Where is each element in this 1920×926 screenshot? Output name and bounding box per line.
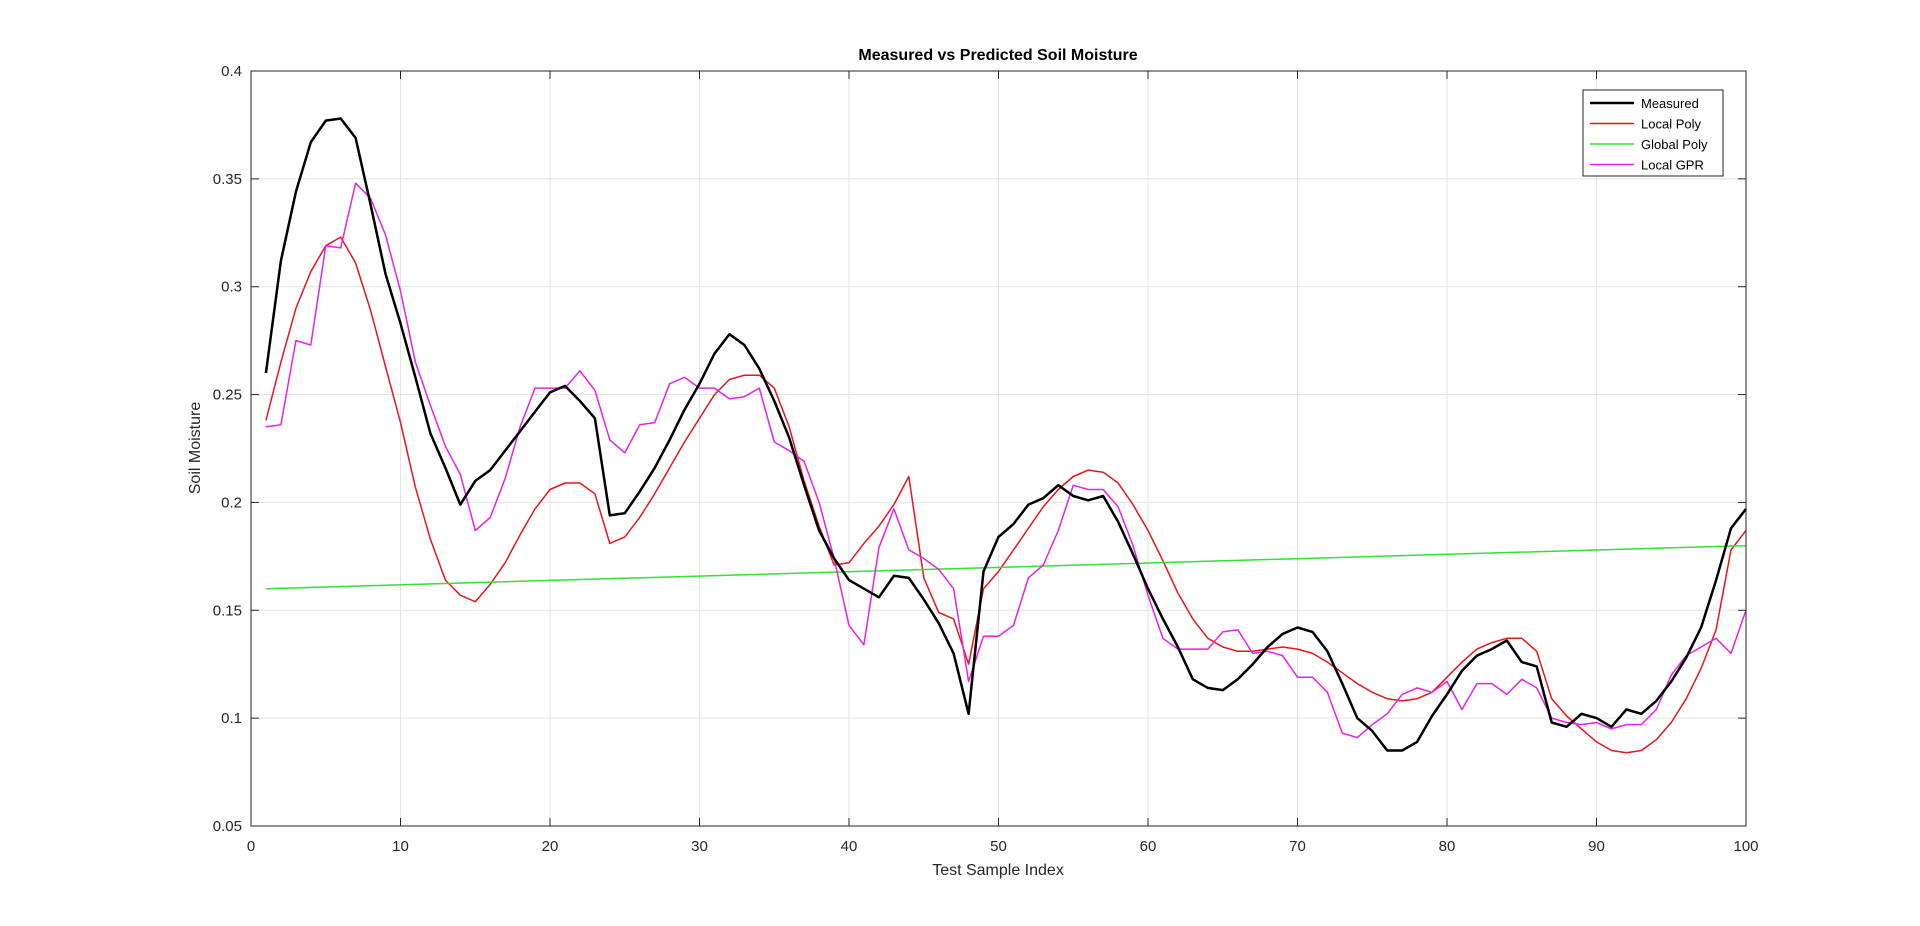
ticks [250, 70, 1747, 827]
legend: Measured Local Poly Global Poly Local GPR [1582, 89, 1724, 177]
x-tick-label: 50 [990, 838, 1007, 855]
x-tick-label: 70 [1289, 838, 1306, 855]
x-tick-label: 80 [1439, 838, 1456, 855]
y-tick-label: 0.15 [213, 602, 242, 619]
y-tick-label: 0.3 [221, 279, 242, 296]
y-tick-label: 0.2 [221, 494, 242, 511]
y-tick-label: 0.1 [221, 710, 242, 727]
legend-label-measured: Measured [1641, 96, 1699, 111]
x-tick-label: 90 [1588, 838, 1605, 855]
y-tick-label: 0.25 [213, 387, 242, 404]
legend-label-local-gpr: Local GPR [1641, 158, 1704, 173]
x-tick-label: 40 [841, 838, 858, 855]
y-tick-label: 0.05 [213, 818, 242, 835]
legend-box [1582, 89, 1724, 177]
series-line-local-poly [265, 236, 1747, 754]
series-line-local-gpr [265, 182, 1747, 739]
x-tick-label: 30 [691, 838, 708, 855]
y-tick-label: 0.4 [221, 63, 242, 80]
y-tick-labels: 0.05 0.1 0.15 0.2 0.25 0.3 0.35 0.4 [213, 63, 242, 835]
y-axis-label: Soil Moisture [187, 402, 204, 495]
x-axis-label: Test Sample Index [932, 862, 1064, 879]
x-tick-labels: 0 10 20 30 40 50 60 70 80 90 100 [247, 838, 1759, 855]
x-tick-label: 100 [1733, 838, 1758, 855]
x-tick-label: 20 [542, 838, 559, 855]
series-line-measured [264, 117, 1747, 752]
legend-label-local-poly: Local Poly [1641, 117, 1701, 132]
x-tick-label: 60 [1140, 838, 1157, 855]
series-line-global-poly [265, 544, 1747, 590]
x-tick-label: 10 [392, 838, 409, 855]
y-tick-label: 0.35 [213, 171, 242, 188]
legend-label-global-poly: Global Poly [1641, 137, 1708, 152]
chart-title: Measured vs Predicted Soil Moisture [858, 47, 1137, 64]
series-layer [264, 117, 1747, 754]
x-tick-label: 0 [247, 838, 255, 855]
